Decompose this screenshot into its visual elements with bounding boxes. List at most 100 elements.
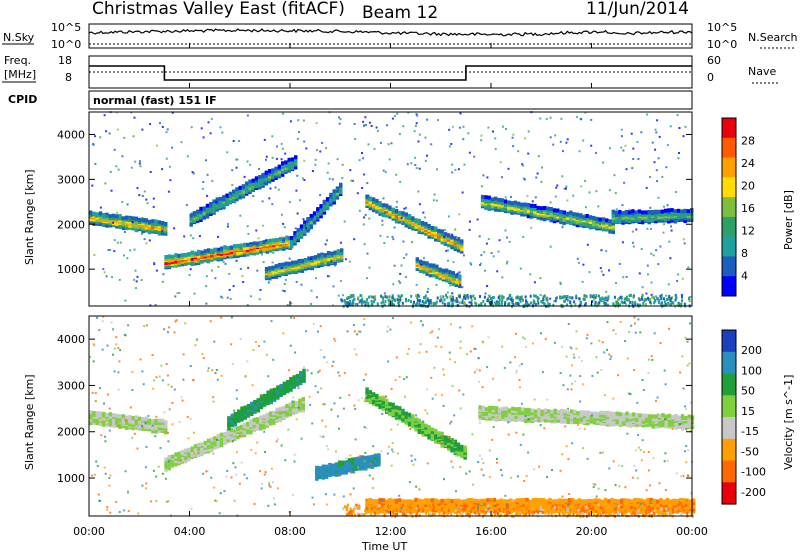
heatmap-cell — [406, 163, 409, 166]
heatmap-cell — [681, 299, 683, 303]
heatmap-cell — [654, 219, 658, 224]
heatmap-cell — [141, 229, 145, 234]
heatmap-cell — [364, 462, 368, 467]
heatmap-cell — [331, 463, 335, 468]
heatmap-cell — [206, 194, 209, 197]
heatmap-cell — [139, 160, 141, 163]
heatmap-cell — [118, 425, 122, 429]
heatmap-cell — [347, 468, 352, 472]
heatmap-cell — [302, 378, 306, 383]
heatmap-cell — [202, 206, 206, 211]
heatmap-cell — [246, 421, 250, 426]
heatmap-cell — [478, 416, 482, 421]
heatmap-cell — [417, 498, 421, 503]
heatmap-cell — [360, 461, 365, 466]
heatmap-cell — [325, 202, 330, 207]
heatmap-cell — [391, 235, 394, 238]
heatmap-cell — [543, 408, 548, 413]
heatmap-cell — [597, 303, 600, 307]
heatmap-cell — [306, 217, 310, 222]
heatmap-cell — [607, 499, 611, 504]
heatmap-cell — [588, 191, 591, 194]
heatmap-cell — [388, 158, 391, 161]
heatmap-cell — [589, 417, 593, 422]
heatmap-cell — [295, 400, 299, 405]
heatmap-cell — [282, 222, 285, 225]
heatmap-cell — [198, 260, 201, 263]
heatmap-cell — [192, 172, 195, 175]
heatmap-cell — [177, 451, 181, 456]
heatmap-cell — [200, 255, 204, 259]
heatmap-cell — [109, 170, 112, 173]
heatmap-cell — [676, 220, 679, 223]
heatmap-cell — [246, 252, 250, 257]
heatmap-cell — [189, 213, 193, 218]
heatmap-cell — [287, 157, 291, 162]
heatmap-cell — [531, 200, 534, 203]
heatmap-cell — [559, 295, 561, 299]
heatmap-cell — [434, 432, 438, 437]
heatmap-cell — [667, 212, 671, 217]
heatmap-cell — [533, 206, 537, 211]
heatmap-cell — [218, 203, 223, 208]
heatmap-cell — [403, 207, 406, 210]
heatmap-cell — [571, 500, 575, 505]
heatmap-cell — [397, 280, 400, 283]
heatmap-cell — [246, 114, 249, 117]
heatmap-cell — [235, 197, 239, 202]
heatmap-cell — [543, 213, 547, 218]
heatmap-cell — [92, 211, 96, 216]
heatmap-cell — [203, 443, 207, 448]
heatmap-cell — [138, 224, 142, 229]
heatmap-cell — [522, 164, 525, 167]
heatmap-cell — [341, 177, 344, 180]
heatmap-cell — [275, 238, 279, 242]
heatmap-cell — [99, 136, 102, 139]
heatmap-cell — [411, 222, 415, 226]
heatmap-cell — [602, 421, 606, 426]
heatmap-cell — [424, 500, 428, 505]
heatmap-cell — [279, 383, 283, 388]
heatmap-cell — [543, 210, 547, 215]
heatmap-cell — [556, 409, 561, 414]
heatmap-cell — [585, 223, 589, 228]
heatmap-cell — [199, 218, 203, 222]
heatmap-cell — [261, 183, 265, 188]
heatmap-cell — [590, 118, 593, 121]
heatmap-cell — [589, 411, 593, 416]
heatmap-cell — [333, 261, 337, 265]
heatmap-cell — [385, 203, 389, 208]
heatmap-cell — [414, 425, 418, 430]
heatmap-cell — [271, 156, 274, 159]
heatmap-cell — [511, 300, 514, 304]
heatmap-cell — [443, 240, 448, 245]
heatmap-cell — [669, 257, 672, 260]
heatmap-cell — [235, 191, 239, 196]
heatmap-cell — [350, 294, 353, 298]
heatmap-cell — [293, 233, 297, 238]
heatmap-cell — [299, 381, 303, 386]
heatmap-cell — [296, 212, 299, 215]
heatmap-cell — [566, 298, 569, 302]
heatmap-cell — [393, 226, 396, 229]
heatmap-cell — [151, 222, 155, 227]
heatmap-cell — [447, 215, 450, 218]
heatmap-cell — [654, 295, 657, 298]
heatmap-cell — [488, 407, 492, 412]
heatmap-cell — [246, 408, 251, 413]
heatmap-cell — [440, 229, 444, 234]
heatmap-cell — [218, 248, 220, 251]
heatmap-cell — [650, 281, 653, 284]
heatmap-cell — [320, 254, 324, 259]
heatmap-cell — [509, 293, 512, 297]
heatmap-cell — [590, 502, 595, 507]
heatmap-cell — [258, 167, 261, 170]
heatmap-cell — [262, 224, 264, 227]
heatmap-cell — [624, 210, 629, 214]
heatmap-cell — [452, 295, 454, 299]
heatmap-cell — [518, 509, 523, 514]
heatmap-cell — [241, 274, 244, 277]
heatmap-cell — [261, 253, 264, 256]
heatmap-cell — [276, 385, 280, 390]
heatmap-cell — [365, 395, 369, 400]
